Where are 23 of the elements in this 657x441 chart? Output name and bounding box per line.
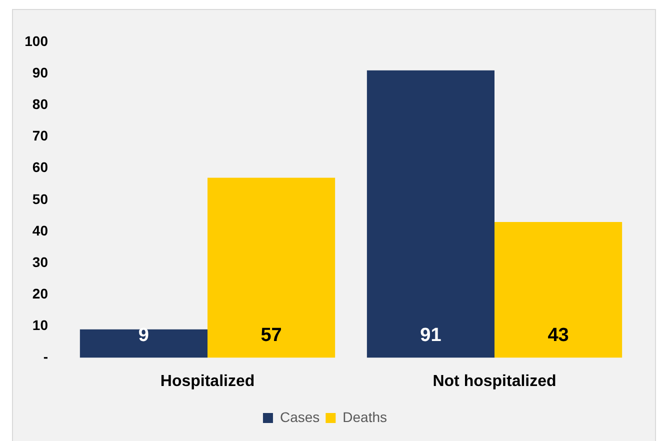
x-tick-label: Hospitalized xyxy=(160,372,255,390)
y-tick-label: 60 xyxy=(32,159,48,176)
data-label: 57 xyxy=(260,325,282,346)
bar xyxy=(208,178,336,358)
bar xyxy=(80,329,208,358)
legend-label: Cases xyxy=(280,408,320,425)
y-tick-label: 80 xyxy=(32,96,48,112)
bar xyxy=(494,222,622,358)
bar xyxy=(366,70,494,358)
x-tick-label: Not hospitalized xyxy=(432,372,556,390)
y-tick-label: 70 xyxy=(32,128,48,144)
data-label: 91 xyxy=(420,325,442,346)
y-tick-label: 40 xyxy=(32,222,48,238)
y-tick-label: 20 xyxy=(32,286,48,302)
y-tick-label: - xyxy=(43,348,48,365)
data-label: 9 xyxy=(138,325,150,346)
data-label: 43 xyxy=(548,325,569,346)
y-tick-label: 50 xyxy=(32,190,48,207)
y-tick-label: 10 xyxy=(32,317,48,334)
y-tick-label: 100 xyxy=(24,32,48,49)
legend-label: Deaths xyxy=(342,408,388,425)
y-tick-label: 90 xyxy=(32,64,48,80)
y-tick-label: 30 xyxy=(32,254,48,270)
